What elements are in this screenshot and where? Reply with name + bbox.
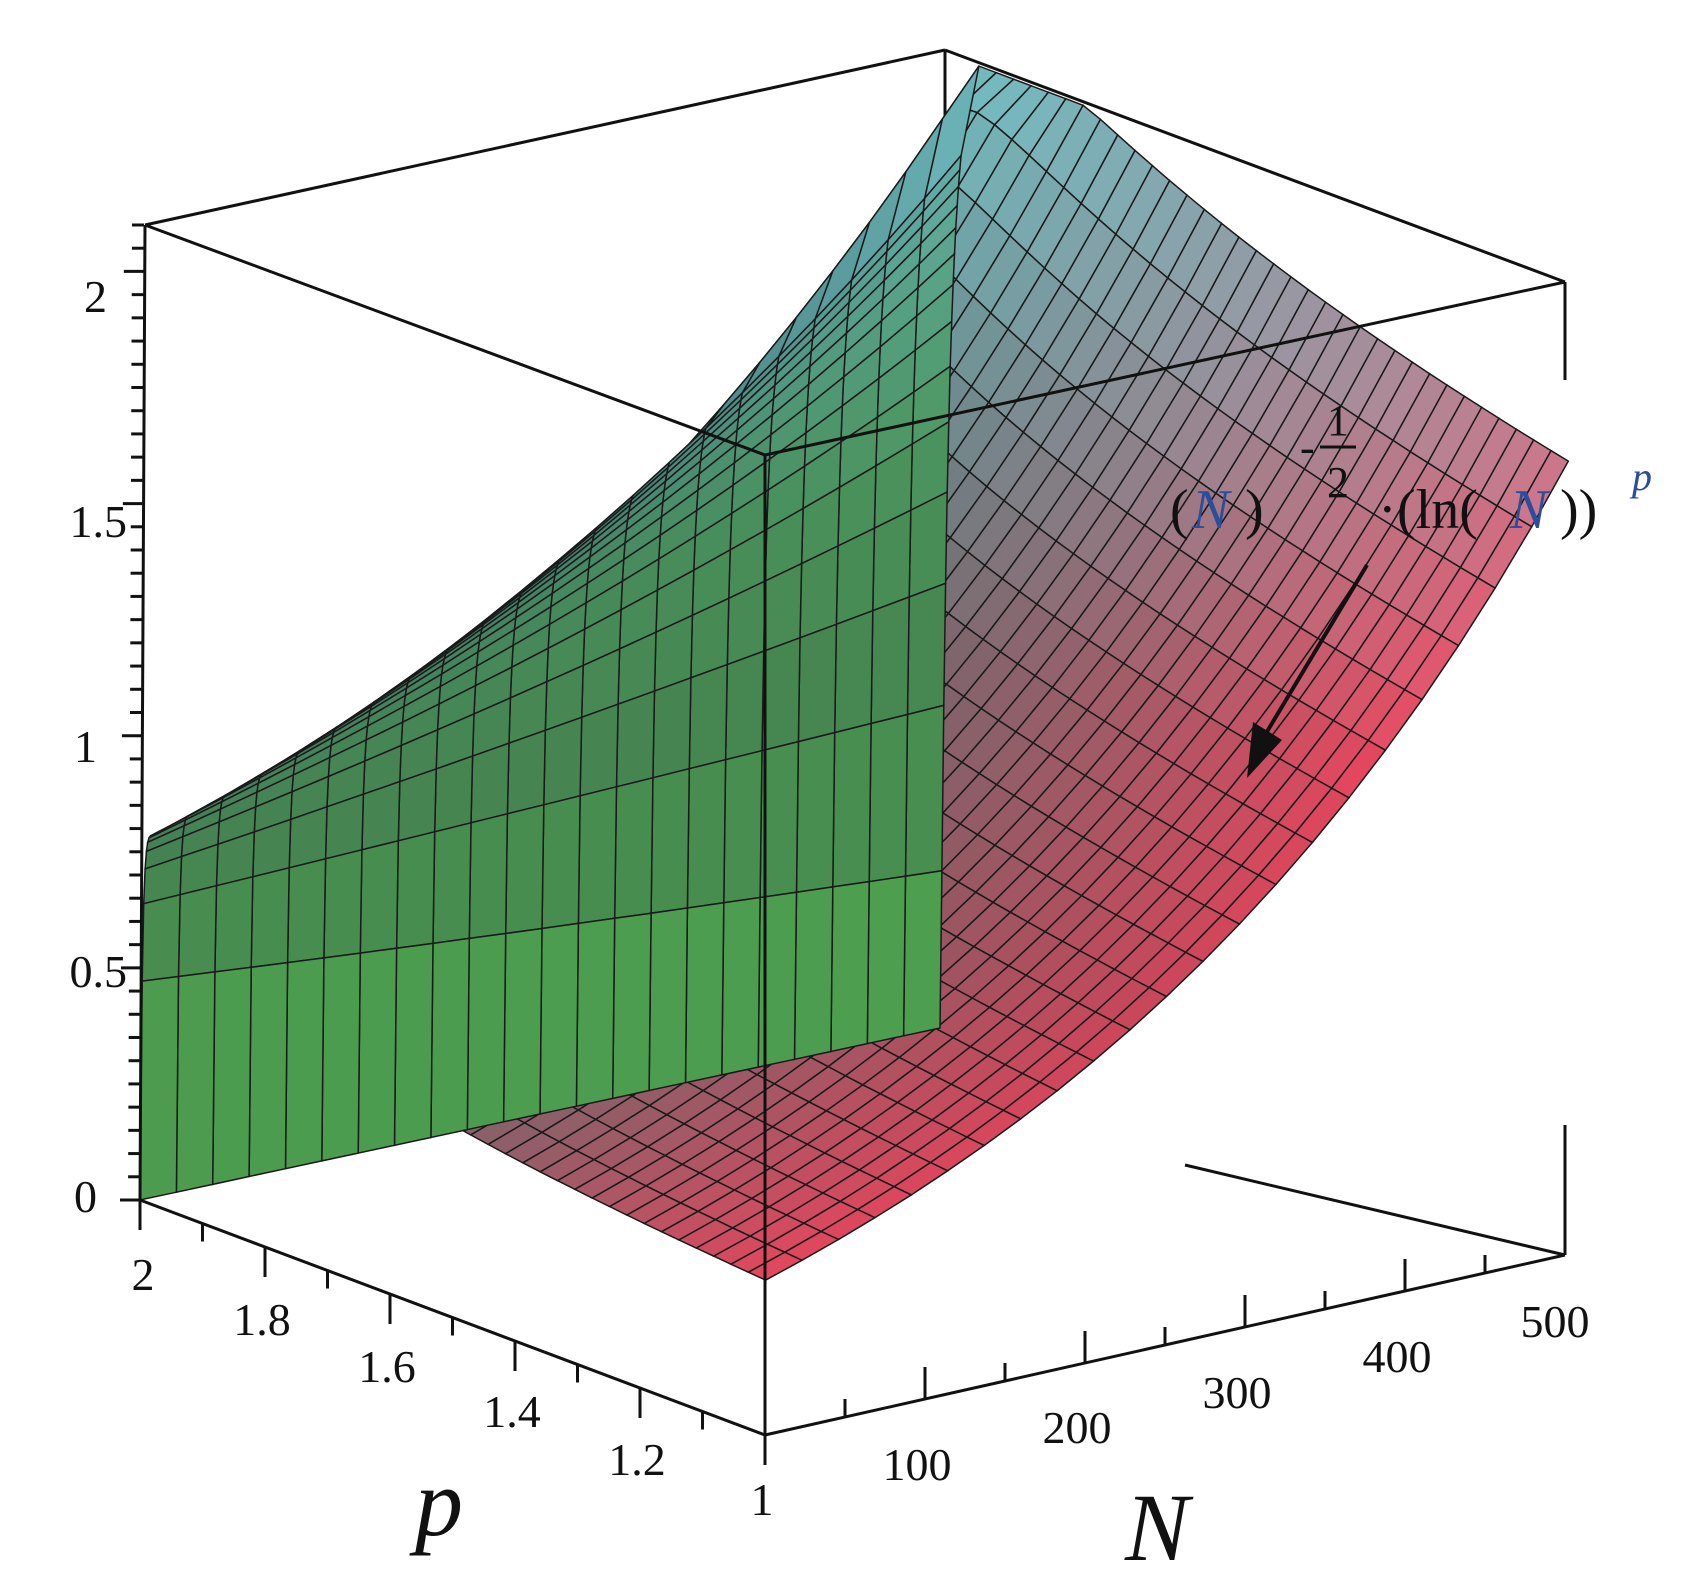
n-axis-title: N xyxy=(1124,1474,1194,1581)
surface-cell xyxy=(506,729,547,815)
surface-cell xyxy=(248,961,289,1178)
p-axis-tick-labels: 2 1.8 1.6 1.4 1.2 xyxy=(132,1249,666,1485)
surface-cell xyxy=(866,875,907,1045)
surface-cell xyxy=(543,716,583,806)
annotation-arrow xyxy=(1247,563,1369,778)
ann-ln-text: (ln( xyxy=(1397,479,1478,541)
surface-cell xyxy=(177,884,218,978)
z-tick-label: 0.5 xyxy=(70,946,128,997)
surface-cell xyxy=(541,794,581,930)
ann-base-open: ( xyxy=(1170,479,1189,541)
surface-cell xyxy=(357,947,398,1155)
ann-ln-close: )) xyxy=(1560,479,1597,541)
surface-cell xyxy=(139,975,180,1201)
surface-cell xyxy=(832,722,872,888)
surface-mesh xyxy=(139,65,1570,1281)
n-axis-tick-labels: 1 100 200 300 400 500 xyxy=(751,1296,1590,1525)
ann-exp-sign: - xyxy=(1300,423,1315,472)
z-axis-tick-labels: 0 0.5 1 1.5 2 xyxy=(70,271,128,1222)
ann-exp-den: 2 xyxy=(1327,458,1349,507)
surface-cell xyxy=(323,848,363,959)
axis-ticks xyxy=(120,223,1567,1465)
surface-cell xyxy=(504,803,545,935)
surface-cell xyxy=(797,623,838,743)
surface-cell xyxy=(684,901,725,1084)
surface-cell xyxy=(214,875,254,973)
surface-cell xyxy=(833,609,874,734)
ann-exp-num: 1 xyxy=(1327,396,1349,445)
surface-cell xyxy=(141,893,181,982)
surface-cell xyxy=(395,830,436,950)
p-tick-label: 2 xyxy=(132,1249,155,1300)
surface-cell xyxy=(795,731,836,894)
surface-cell xyxy=(902,869,943,1037)
n-tick-label: 200 xyxy=(1043,1402,1112,1453)
z-tick-label: 2 xyxy=(84,271,107,322)
surface-cell xyxy=(175,971,216,1194)
surface-cell xyxy=(904,704,945,878)
ann-base-var: N xyxy=(1191,479,1232,541)
p-tick-label: 1.2 xyxy=(608,1434,666,1485)
surface-cell xyxy=(397,767,437,842)
surface-cell xyxy=(652,676,692,779)
surface-cell xyxy=(470,742,510,824)
n-tick-label: 400 xyxy=(1363,1331,1432,1382)
n-tick-label: 500 xyxy=(1521,1296,1590,1347)
surface-cell xyxy=(502,927,543,1123)
surface-cell xyxy=(466,932,507,1131)
surface-cell xyxy=(868,713,909,883)
function-annotation: ( N ) - 1 2 · (ln( N )) p xyxy=(1170,396,1652,541)
z-tick-label: 1.5 xyxy=(70,496,128,547)
ann-dot: · xyxy=(1378,479,1397,541)
surface-cell xyxy=(579,703,619,797)
surface-cell xyxy=(211,966,252,1186)
surface-cell xyxy=(613,776,654,920)
surface-cell xyxy=(575,917,616,1108)
surface-cell xyxy=(250,866,290,969)
surface-cell xyxy=(284,957,325,1170)
surface-cell xyxy=(539,922,580,1115)
surface-cell xyxy=(393,942,434,1147)
ann-power: p xyxy=(1629,454,1652,499)
surface-cell xyxy=(433,755,474,833)
surface-cell xyxy=(611,912,652,1100)
surface-cell xyxy=(468,812,509,940)
surface-cell xyxy=(648,907,689,1092)
ann-ln-var: N xyxy=(1509,479,1550,541)
n-tick-label: 100 xyxy=(883,1439,952,1490)
surface-cell xyxy=(688,663,729,770)
surface-cell xyxy=(286,857,327,964)
surface-cell xyxy=(686,758,727,909)
p-tick-label: 1.6 xyxy=(358,1341,416,1392)
surface-cell xyxy=(721,896,761,1076)
surface-cell xyxy=(430,937,471,1139)
z-tick-label: 0 xyxy=(74,1171,97,1222)
p-tick-label: 1.8 xyxy=(233,1294,291,1345)
surface-cell xyxy=(761,636,801,752)
surface-cell xyxy=(321,952,362,1162)
ann-base-close: ) xyxy=(1245,479,1264,541)
z-tick-label: 1 xyxy=(74,721,97,772)
surface-cell xyxy=(723,749,763,904)
surface-cell xyxy=(906,582,947,716)
surface-cell xyxy=(870,595,910,725)
p-axis-title: p xyxy=(409,1449,463,1556)
surface-cell xyxy=(830,880,870,1053)
surface-cell xyxy=(615,690,656,788)
n-tick-label: 300 xyxy=(1203,1367,1272,1418)
surface-cell xyxy=(432,821,472,945)
surface-cell xyxy=(650,767,691,915)
n-tick-label: 1 xyxy=(751,1474,774,1525)
surface-cell xyxy=(908,490,948,599)
p-tick-label: 1.4 xyxy=(483,1386,541,1437)
surface-cell xyxy=(577,785,618,925)
surface-cell xyxy=(724,650,765,761)
surface-cell xyxy=(359,839,400,954)
surface-cell xyxy=(793,886,834,1061)
